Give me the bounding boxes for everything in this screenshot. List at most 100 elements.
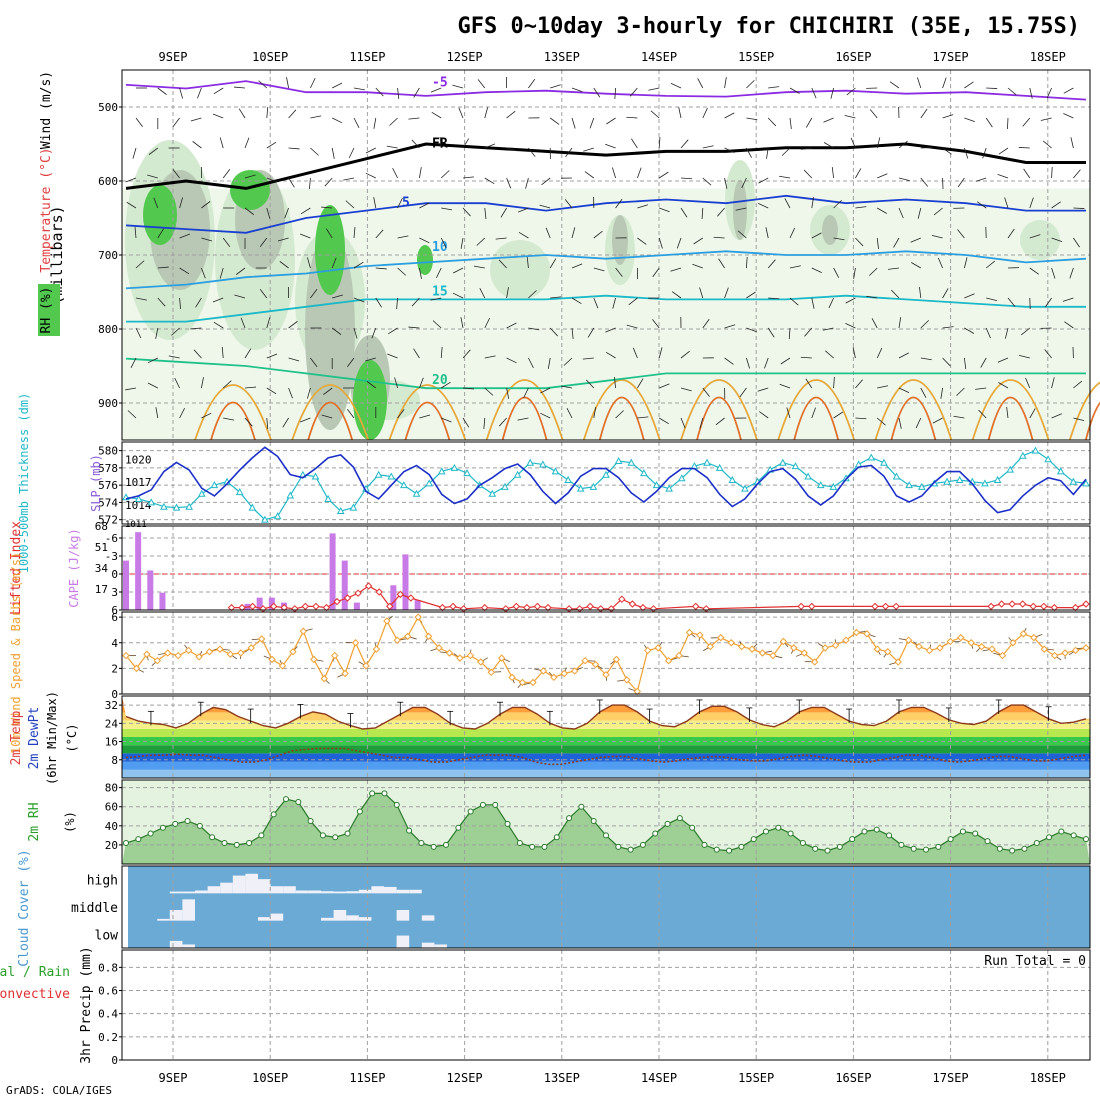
- thickness-marker: [197, 489, 206, 497]
- rh-marker: [1033, 840, 1040, 846]
- temp-axis-label-3: (6hr Min/Max): [45, 691, 59, 785]
- lifted-index-marker: [333, 597, 341, 606]
- thickness-tick-label: 578: [98, 462, 118, 475]
- rh-marker: [861, 828, 868, 835]
- wind-barb: [898, 140, 908, 149]
- wind-speed-marker: [790, 644, 798, 652]
- wind-barb: [805, 117, 813, 128]
- rh-axis-label-2: (%): [63, 811, 77, 833]
- wind-barb: [942, 147, 952, 155]
- wind-speed-marker: [644, 646, 652, 655]
- wind-barb: [282, 417, 289, 428]
- rh-tick-label: 20: [105, 839, 118, 852]
- wind-barb: [724, 77, 727, 89]
- wind-barb: [375, 297, 382, 308]
- rh-shade-blob: [1020, 220, 1060, 260]
- thickness-marker: [917, 482, 926, 490]
- wind-barb: [266, 207, 271, 219]
- wind-barb: [440, 347, 443, 359]
- wind-barb: [964, 357, 967, 369]
- lifted-index-marker: [1018, 600, 1027, 608]
- cloud-cell-high: [195, 890, 208, 894]
- wind-barb: [612, 297, 616, 309]
- wind-speed-marker: [915, 642, 923, 651]
- cloud-cell-high: [346, 891, 359, 894]
- wind-barb: [219, 137, 224, 149]
- lifted-index-marker: [797, 602, 805, 611]
- thickness-marker: [185, 502, 194, 510]
- wind-speed-marker: [184, 646, 193, 655]
- wind-barb: [985, 117, 993, 128]
- thickness-marker: [1006, 465, 1015, 473]
- wind-barb: [715, 417, 725, 426]
- wind-barb: [419, 414, 431, 419]
- lifted-index-marker: [512, 602, 521, 611]
- wind-barb: [850, 137, 856, 149]
- wind-barb: [1073, 169, 1081, 179]
- wind-speed-marker: [675, 651, 683, 660]
- rh-marker: [923, 846, 929, 853]
- rh-marker: [1009, 847, 1016, 854]
- thickness-marker: [728, 475, 737, 483]
- wind-barb: [310, 115, 322, 119]
- date-label-bottom: 16SEP: [835, 1071, 871, 1085]
- lifted-index-marker: [407, 594, 415, 602]
- wind-barb: [701, 207, 704, 220]
- wind-barb: [855, 417, 867, 420]
- wind-speed-marker: [727, 639, 735, 647]
- wind-barb: [517, 417, 529, 421]
- cape-bar: [135, 532, 142, 610]
- thickness-marker: [943, 477, 951, 485]
- date-label-bottom: 18SEP: [1030, 1071, 1066, 1085]
- wind-speed-marker: [1050, 651, 1059, 660]
- thickness-marker: [791, 462, 800, 470]
- wind-barb: [964, 293, 975, 299]
- wind-speed-marker: [967, 639, 975, 647]
- rh-legend-swatch: [38, 284, 60, 336]
- lifted-index-marker: [322, 603, 331, 612]
- wind-barb: [803, 169, 813, 179]
- cloud-row-label: high: [87, 874, 118, 889]
- thickness-marker: [640, 469, 648, 477]
- wind-barb: [997, 357, 1009, 363]
- wind-barb: [411, 297, 420, 307]
- wind-speed-marker: [122, 651, 130, 660]
- temperature-band: [122, 745, 1090, 754]
- temperature-contour-hot: [307, 401, 354, 441]
- rh-marker: [430, 843, 437, 850]
- wind-barb: [845, 297, 856, 304]
- thickness-marker: [551, 467, 560, 475]
- wind-barb: [153, 197, 159, 209]
- cloud-cell-middle: [258, 917, 271, 921]
- wind-barb: [353, 227, 356, 239]
- wind-barb: [724, 112, 735, 119]
- wind-barb: [1020, 327, 1031, 336]
- thickness-marker: [235, 488, 244, 496]
- wind-barb: [606, 117, 616, 125]
- wind-barb: [631, 138, 638, 149]
- thickness-marker: [1056, 467, 1065, 475]
- temperature-contour-warm: [291, 384, 370, 441]
- rh-marker: [479, 801, 486, 808]
- rh-marker: [652, 830, 659, 837]
- wind-barb: [658, 136, 661, 149]
- thickness-marker: [526, 458, 535, 466]
- wind-speed-marker: [132, 664, 141, 673]
- wind-barb: [506, 287, 509, 299]
- cloud-cell-high: [333, 891, 347, 894]
- wind-barb: [571, 327, 574, 339]
- thickness-marker: [501, 482, 509, 490]
- thickness-marker: [993, 475, 1002, 483]
- wind-speed-marker: [257, 635, 266, 643]
- rh-marker: [603, 832, 609, 839]
- precip-tick-label: 0: [111, 1054, 118, 1067]
- thickness-marker: [160, 502, 168, 510]
- lifted-index-marker: [997, 600, 1006, 608]
- wind-speed-marker: [737, 642, 746, 651]
- wind-barb: [259, 288, 268, 299]
- wind-speed-marker: [456, 654, 464, 662]
- wind-barb: [1051, 413, 1062, 419]
- wind-barb: [462, 349, 471, 359]
- wind-speed-marker: [477, 658, 485, 666]
- wind-barb: [800, 147, 812, 150]
